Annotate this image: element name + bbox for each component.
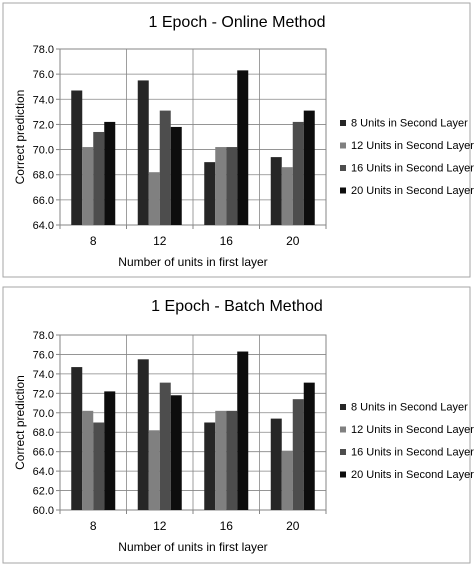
bar <box>237 351 249 510</box>
bar <box>93 131 105 225</box>
bar <box>226 147 238 225</box>
x-tick-label: 16 <box>220 519 234 533</box>
bar <box>204 422 216 510</box>
y-tick-label: 74.0 <box>33 369 54 381</box>
chart-title: 1 Epoch - Online Method <box>149 14 326 31</box>
bar <box>270 418 282 510</box>
legend-swatch <box>340 142 346 149</box>
bar <box>71 90 83 225</box>
legend-entry: 12 Units in Second Layer <box>351 140 474 152</box>
bar <box>170 126 182 225</box>
x-tick-label: 12 <box>153 234 167 248</box>
bar <box>159 110 171 225</box>
x-tick-label: 12 <box>153 519 167 533</box>
y-tick-label: 78.0 <box>33 44 54 56</box>
online-method-chart: 1 Epoch - Online Method 64.0 66.0 68.0 70.0 7… <box>2 2 474 278</box>
bar <box>226 410 238 510</box>
bar <box>292 121 304 225</box>
bar <box>82 147 94 225</box>
bar <box>204 162 216 225</box>
y-tick-label: 64.0 <box>33 466 54 478</box>
y-axis-title: Correct prediction <box>13 375 27 470</box>
bar <box>303 110 315 225</box>
bar <box>215 147 227 225</box>
bar <box>82 410 94 510</box>
bar <box>137 359 149 510</box>
y-tick-label: 72.0 <box>33 388 54 400</box>
x-axis-title: Number of units in first layer <box>118 255 267 269</box>
bar <box>281 167 293 225</box>
bar <box>104 121 116 225</box>
chart-title: 1 Epoch - Batch Method <box>151 298 323 315</box>
y-tick-label: 66.0 <box>33 447 54 459</box>
y-tick-label: 68.0 <box>33 427 54 439</box>
y-tick-label: 78.0 <box>33 330 54 342</box>
bar <box>215 410 227 510</box>
legend-swatch <box>340 120 346 126</box>
y-tick-label: 76.0 <box>33 349 54 361</box>
legend-swatch <box>340 426 346 433</box>
y-tick-label: 76.0 <box>33 69 54 81</box>
legend-entry: 8 Units in Second Layer <box>351 402 468 414</box>
legend-entry: 20 Units in Second Layer <box>351 469 474 481</box>
x-tick-label: 8 <box>90 234 97 248</box>
y-tick-label: 62.0 <box>33 486 54 498</box>
x-tick-label: 16 <box>220 234 234 248</box>
x-axis-title: Number of units in first layer <box>118 540 267 554</box>
bar <box>104 391 116 510</box>
legend-entry: 16 Units in Second Layer <box>351 163 474 175</box>
y-tick-label: 68.0 <box>33 170 54 182</box>
bar <box>292 399 304 510</box>
bar <box>170 395 182 510</box>
bar <box>303 382 315 510</box>
bar <box>137 80 149 225</box>
x-tick-label: 8 <box>90 519 97 533</box>
legend-entry: 8 Units in Second Layer <box>351 118 468 130</box>
y-axis-title: Correct prediction <box>13 90 27 185</box>
bar <box>148 430 160 510</box>
legend-entry: 16 Units in Second Layer <box>351 447 474 459</box>
bar <box>148 172 160 225</box>
y-tick-label: 60.0 <box>33 505 54 517</box>
y-tick-label: 70.0 <box>33 408 54 420</box>
bar <box>159 382 171 510</box>
y-tick-label: 64.0 <box>33 220 54 232</box>
y-tick-label: 72.0 <box>33 119 54 131</box>
legend-entry: 20 Units in Second Layer <box>351 185 474 197</box>
bar <box>93 422 105 510</box>
y-tick-label: 70.0 <box>33 145 54 157</box>
x-tick-label: 20 <box>286 234 300 248</box>
legend-swatch <box>340 404 346 410</box>
legend-swatch <box>340 471 346 478</box>
legend-entry: 12 Units in Second Layer <box>351 424 474 436</box>
bar <box>237 70 249 225</box>
y-tick-label: 66.0 <box>33 195 54 207</box>
x-tick-label: 20 <box>286 519 300 533</box>
bar <box>270 157 282 225</box>
legend-swatch <box>340 187 346 194</box>
legend-swatch <box>340 165 346 171</box>
batch-method-chart: 1 Epoch - Batch Method 60.0 62.0 64.0 66.0 68… <box>2 286 474 564</box>
bar <box>71 367 83 510</box>
y-tick-label: 74.0 <box>33 94 54 106</box>
legend-swatch <box>340 449 346 455</box>
bar <box>281 450 293 510</box>
